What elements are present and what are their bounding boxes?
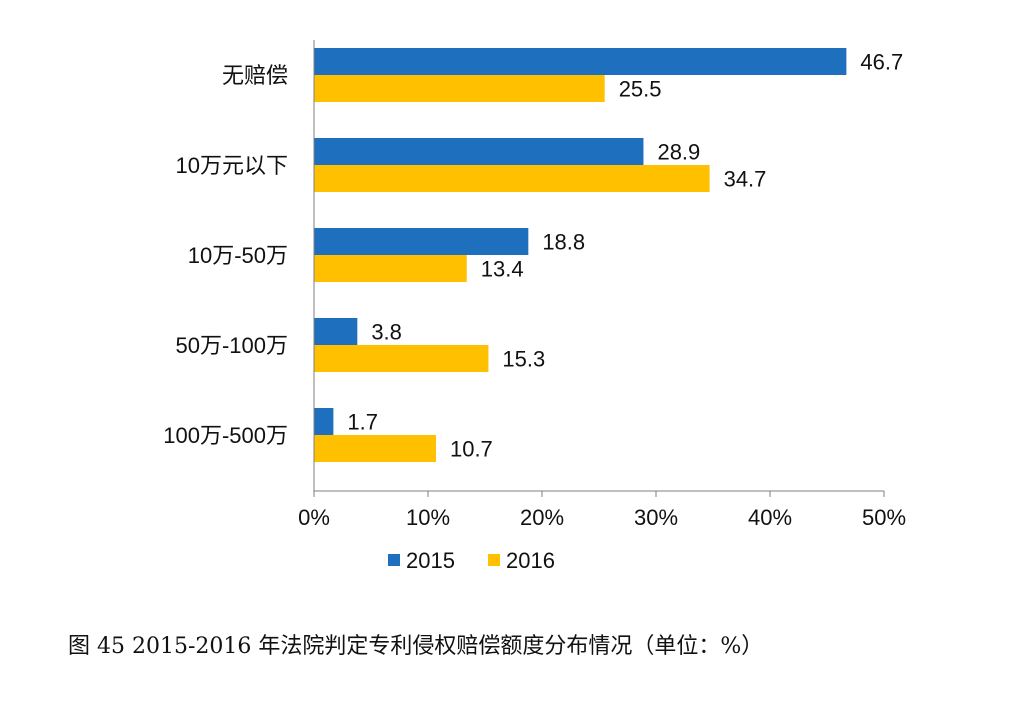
- data-label-2015: 46.7: [860, 50, 903, 75]
- data-label-2016: 15.3: [502, 347, 545, 372]
- bar-2015: [314, 138, 644, 165]
- x-tick-label: 10%: [406, 505, 450, 530]
- data-label-2015: 1.7: [347, 410, 378, 435]
- data-label-2015: 28.9: [657, 140, 700, 165]
- x-tick-label: 50%: [862, 505, 906, 530]
- bar-2016: [314, 165, 710, 192]
- data-label-2015: 3.8: [371, 320, 402, 345]
- category-label: 10万元以下: [176, 153, 288, 178]
- legend-swatch-2016: [488, 554, 500, 566]
- figure-caption: 图 45 2015-2016 年法院判定专利侵权赔偿额度分布情况（单位：%）: [68, 634, 764, 659]
- data-label-2016: 13.4: [481, 257, 524, 282]
- data-label-2016: 10.7: [450, 437, 493, 462]
- bar-2016: [314, 345, 489, 372]
- x-tick-label: 20%: [520, 505, 564, 530]
- labels-layer: 无赔偿 46.7 25.5 10万元以下 28.9 34.7 10万-50万 18.8 13.4…: [163, 50, 903, 462]
- category-label: 100万-500万: [163, 423, 288, 448]
- bar-2015: [314, 408, 334, 435]
- bar-2015: [314, 48, 847, 75]
- bar-2016: [314, 435, 436, 462]
- category-label: 无赔偿: [222, 63, 288, 88]
- x-tick-label: 30%: [634, 505, 678, 530]
- bar-2016: [314, 75, 605, 102]
- category-label: 10万-50万: [188, 243, 288, 268]
- category-label: 50万-100万: [175, 333, 288, 358]
- x-tick-label: 0%: [298, 505, 330, 530]
- data-label-2016: 25.5: [619, 77, 662, 102]
- x-tick-label: 40%: [748, 505, 792, 530]
- data-label-2015: 18.8: [542, 230, 585, 255]
- bar-2016: [314, 255, 467, 282]
- data-label-2016: 34.7: [724, 167, 767, 192]
- legend-label-2016: 2016: [506, 548, 555, 573]
- axis-layer: 0% 10% 20% 30% 40% 50%: [298, 40, 906, 530]
- legend-swatch-2015: [388, 554, 400, 566]
- bar-2015: [314, 318, 358, 345]
- legend: 2015 2016: [388, 548, 555, 573]
- bar-2015: [314, 228, 529, 255]
- bars-layer: [314, 48, 847, 462]
- legend-label-2015: 2015: [406, 548, 455, 573]
